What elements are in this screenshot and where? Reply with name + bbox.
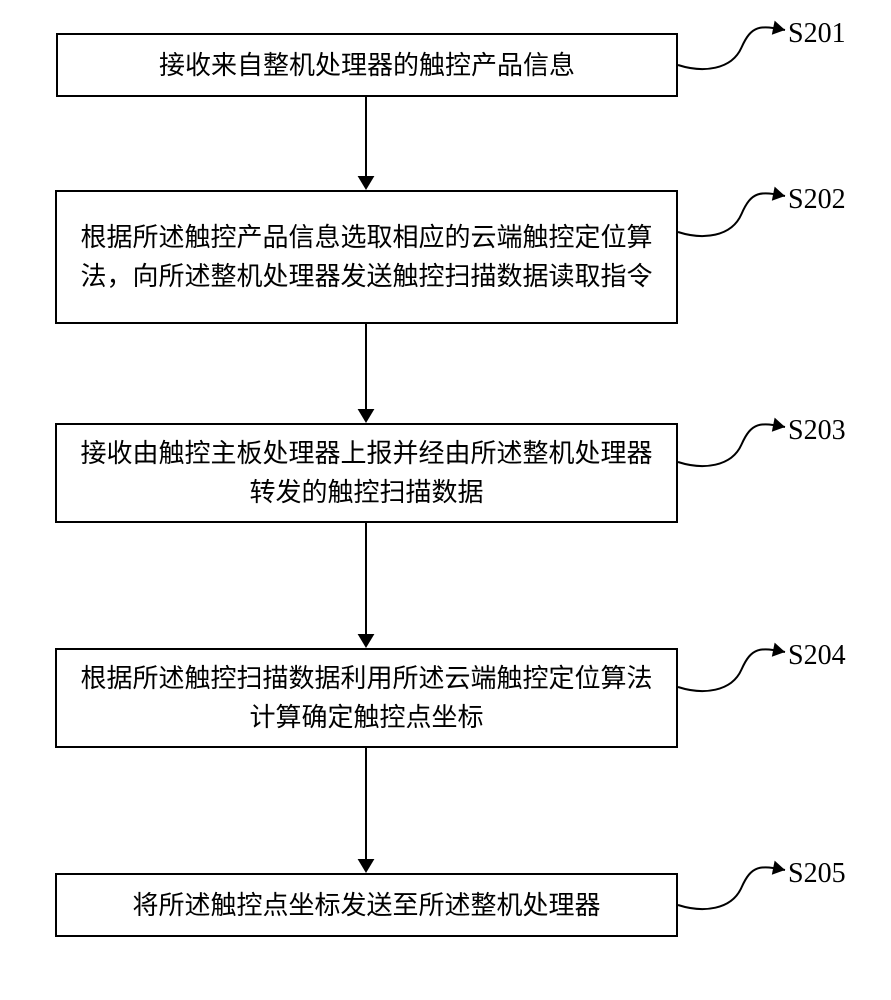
step-text: 根据所述触控扫描数据利用所述云端触控定位算法计算确定触控点坐标	[77, 659, 656, 737]
step-box-s201: 接收来自整机处理器的触控产品信息	[56, 33, 678, 97]
step-box-s204: 根据所述触控扫描数据利用所述云端触控定位算法计算确定触控点坐标	[55, 648, 678, 748]
step-text: 接收来自整机处理器的触控产品信息	[159, 46, 575, 85]
label-curve-arrow	[673, 15, 805, 80]
step-box-s205: 将所述触控点坐标发送至所述整机处理器	[55, 873, 678, 937]
arrow-down	[346, 324, 386, 423]
arrow-down	[346, 97, 386, 190]
step-box-s202: 根据所述触控产品信息选取相应的云端触控定位算法，向所述整机处理器发送触控扫描数据…	[55, 190, 678, 324]
label-curve-arrow	[673, 637, 805, 702]
label-curve-arrow	[673, 181, 805, 247]
arrow-down	[346, 748, 386, 873]
step-box-s203: 接收由触控主板处理器上报并经由所述整机处理器转发的触控扫描数据	[55, 423, 678, 523]
step-text: 根据所述触控产品信息选取相应的云端触控定位算法，向所述整机处理器发送触控扫描数据…	[77, 218, 656, 296]
step-text: 将所述触控点坐标发送至所述整机处理器	[132, 886, 600, 925]
label-curve-arrow	[673, 855, 805, 920]
label-curve-arrow	[673, 412, 805, 477]
step-text: 接收由触控主板处理器上报并经由所述整机处理器转发的触控扫描数据	[77, 434, 656, 512]
arrow-down	[346, 523, 386, 648]
